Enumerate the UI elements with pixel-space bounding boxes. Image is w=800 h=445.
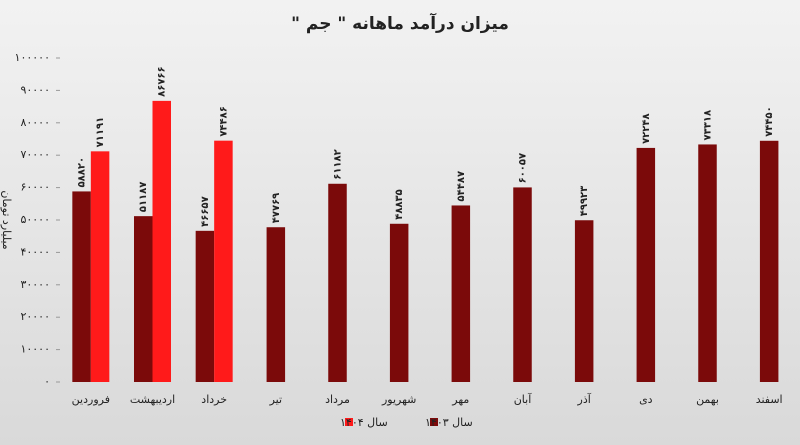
data-label: ۷۱۱۹۱ — [95, 117, 106, 148]
legend-label: سال ۱۴۰۴ — [340, 416, 388, 429]
bar — [636, 147, 656, 382]
bar — [266, 227, 286, 382]
x-tick-label: آبان — [514, 392, 532, 406]
y-tick-label: ۵۰۰۰۰ — [20, 213, 50, 226]
y-tick-label: ۶۰۰۰۰ — [20, 181, 50, 194]
y-tick-label: ۴۰۰۰۰ — [20, 245, 50, 258]
x-tick-label: بهمن — [696, 393, 719, 406]
data-label: ۴۶۶۵۷ — [200, 196, 211, 227]
data-label: ۴۸۸۳۵ — [394, 189, 405, 220]
legend-swatch — [430, 418, 438, 426]
bar — [759, 140, 779, 382]
data-label: ۶۰۰۵۷ — [518, 153, 529, 184]
y-tick-label: ۸۰۰۰۰ — [20, 116, 50, 129]
y-tick-label: ۲۰۰۰۰ — [20, 310, 50, 323]
bar — [90, 151, 110, 382]
x-tick-label: دی — [639, 393, 653, 406]
legend-label: سال ۱۴۰۳ — [425, 416, 473, 429]
data-label: ۷۲۲۴۸ — [641, 113, 652, 144]
bar — [698, 144, 717, 382]
x-tick-label: تیر — [269, 393, 282, 406]
bar — [134, 216, 153, 382]
chart-title: میزان درآمد ماهانه " جم " — [291, 12, 509, 34]
y-tick-label: ۱۰۰۰۰۰ — [15, 51, 50, 64]
y-tick-label: ۱۰۰۰۰ — [20, 343, 50, 356]
y-tick-label: ۳۰۰۰۰ — [20, 278, 50, 291]
data-label: ۷۴۴۵۰ — [764, 106, 775, 137]
legend-swatch — [345, 418, 353, 426]
data-label: ۵۱۱۸۷ — [138, 182, 149, 213]
bar — [72, 191, 91, 382]
bar — [389, 223, 409, 382]
x-tick-label: خرداد — [201, 393, 227, 406]
data-label: ۷۴۴۸۶ — [218, 106, 229, 137]
y-tick-label: ۰ — [44, 375, 50, 388]
data-label: ۴۷۷۶۹ — [271, 193, 282, 224]
x-tick-label: شهریور — [381, 393, 416, 406]
bar — [451, 205, 471, 382]
x-tick-label: اسفند — [756, 393, 783, 406]
data-label: ۵۸۸۲۰ — [77, 157, 88, 188]
x-tick-label: مهر — [451, 393, 469, 406]
data-label: ۵۴۴۸۷ — [456, 171, 467, 202]
data-label: ۶۱۱۸۲ — [333, 149, 344, 180]
bar — [152, 100, 171, 382]
bar — [195, 230, 215, 382]
y-axis-label: میلیارد تومان — [0, 190, 13, 249]
bar — [214, 140, 233, 382]
data-label: ۸۶۷۶۶ — [157, 66, 168, 97]
x-tick-label: آذر — [577, 392, 592, 406]
data-label: ۷۳۳۱۸ — [703, 110, 714, 141]
bar — [328, 183, 347, 382]
y-tick-label: ۹۰۰۰۰ — [20, 83, 50, 96]
data-label: ۴۹۹۲۳ — [579, 186, 590, 217]
x-tick-label: اردیبهشت — [130, 393, 175, 406]
bar — [513, 187, 532, 382]
x-tick-label: مرداد — [325, 393, 350, 406]
x-tick-label: فروردین — [72, 393, 110, 406]
bar — [574, 220, 594, 382]
y-tick-label: ۷۰۰۰۰ — [20, 148, 50, 161]
